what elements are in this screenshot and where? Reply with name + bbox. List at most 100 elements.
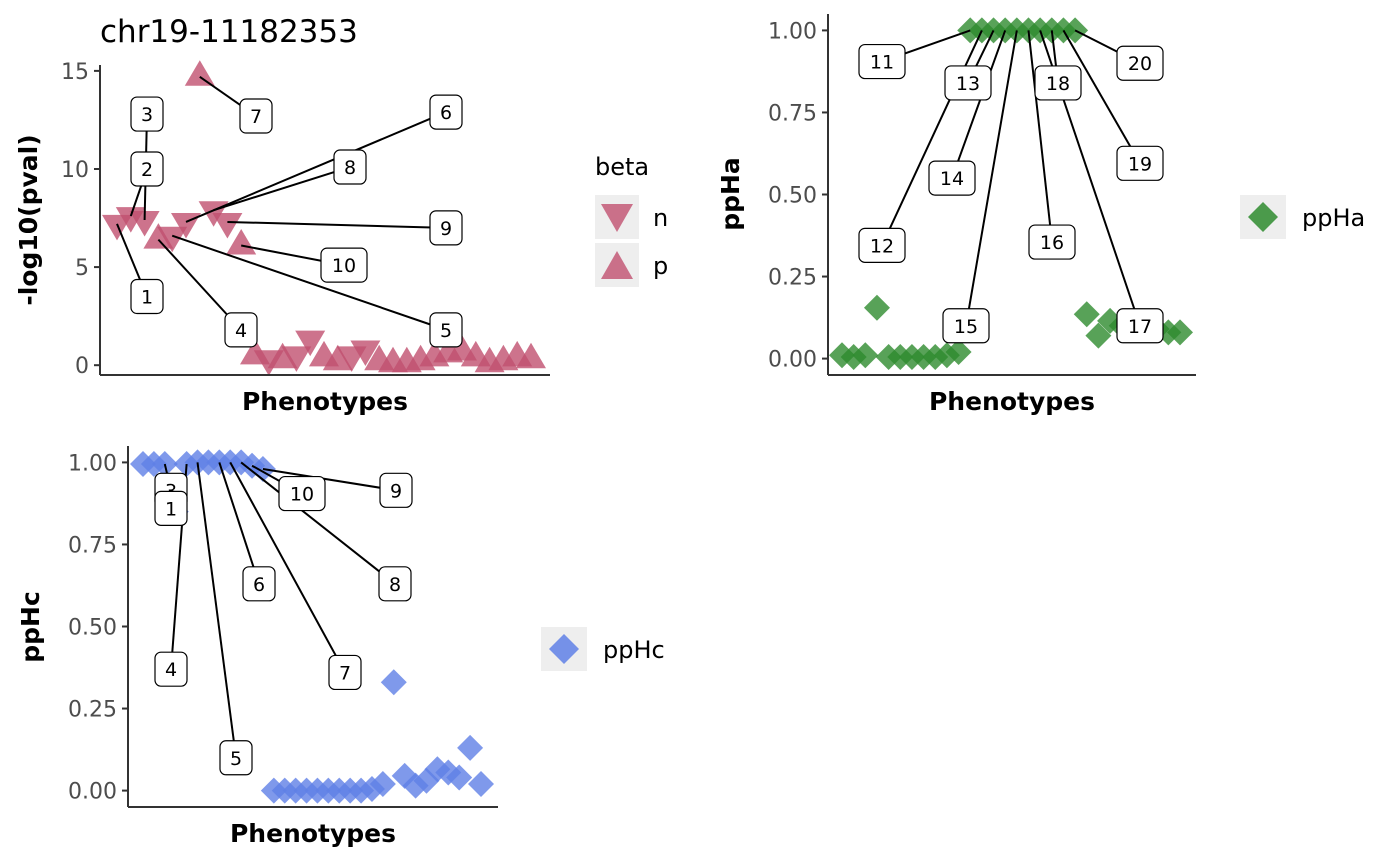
ppHa-label-text: 18 — [1046, 73, 1070, 95]
ppHc-legend: ppHc — [541, 627, 665, 671]
ppHc-label-connector — [262, 467, 397, 492]
pval-label-text: 8 — [344, 157, 356, 179]
ppHc-label-text: 7 — [339, 662, 351, 684]
legend-triangle-down-icon — [601, 204, 633, 232]
ppHa-label-text: 11 — [870, 52, 894, 74]
ppHa-label-text: 15 — [954, 316, 978, 338]
ppHa-data-point — [1073, 301, 1100, 328]
ppHa-label-text: 19 — [1128, 153, 1152, 175]
ppHc-y-tick-label: 0.50 — [68, 616, 117, 641]
ppHa-point-label: 14 — [928, 160, 976, 196]
pval-data-point — [157, 226, 188, 253]
ppHa-label-box — [1116, 45, 1164, 81]
ppHa-label-connector — [951, 30, 1007, 179]
pval-label-text: 1 — [141, 287, 153, 309]
ppHc-label-connector — [196, 462, 237, 758]
legend-label-ppHc: ppHc — [603, 636, 665, 664]
pval-data-point — [322, 344, 353, 371]
ppHa-label-box — [928, 160, 976, 196]
ppHa-label-box — [1034, 65, 1082, 101]
ppHc-data-point — [380, 669, 407, 696]
ppHa-y-tick-label: 0.50 — [768, 184, 817, 209]
ppHc-y-tick-label: 0.25 — [68, 698, 117, 723]
pval-label-box — [224, 312, 258, 348]
pval-label-text: 5 — [440, 320, 452, 342]
ppHc-y-tick-label: 1.00 — [68, 451, 117, 476]
pval-data-point — [143, 223, 174, 249]
ppHa-label-connector — [965, 30, 1018, 326]
pval-label-text: 2 — [141, 159, 153, 181]
ppHc-label-connector — [229, 461, 346, 673]
ppHc-label-box — [379, 472, 413, 508]
pval-legend-title: beta — [595, 153, 649, 181]
ppHa-y-axis: 0.00 0.25 0.50 0.75 1.00 — [768, 14, 829, 375]
ppHc-data-point — [446, 764, 473, 791]
pval-data-point — [184, 60, 215, 86]
pval-data-point — [350, 340, 381, 366]
ppHc-labels: 3145678109 — [154, 461, 413, 776]
ppHa-label-box — [1116, 145, 1164, 181]
ppHa-label-box — [944, 65, 992, 101]
ppHa-point-label: 12 — [858, 227, 906, 263]
pval-y-tick-label: 10 — [61, 158, 89, 183]
pval-label-text: 3 — [141, 104, 153, 126]
pval-label-box — [429, 210, 463, 246]
pval-y-axis: 0 5 10 15 — [61, 60, 101, 379]
ppHa-point-label: 16 — [1028, 224, 1076, 260]
pval-label-connector — [171, 234, 447, 331]
ppHc-point-label: 10 — [278, 475, 326, 512]
ppHa-data-point — [863, 294, 890, 321]
pval-data-point — [281, 346, 312, 372]
ppHa-point-label: 11 — [858, 43, 906, 80]
pval-marks — [102, 60, 546, 376]
ppHa-point-label: 17 — [1116, 308, 1164, 344]
ppHa-point-label: 13 — [944, 65, 992, 101]
ppHc-data-point — [369, 771, 396, 798]
ppHc-point-label: 8 — [378, 566, 412, 602]
pval-point-label: 9 — [429, 210, 463, 246]
pval-labels: 1 2 3 4 5 6 7 8 9 10 — [116, 75, 463, 348]
pval-y-tick-label: 0 — [75, 354, 89, 379]
pval-data-point — [129, 211, 160, 237]
ppHa-data-point — [945, 339, 972, 366]
ppHc-label-connector — [240, 461, 396, 585]
ppHa-point-label: 18 — [1034, 65, 1082, 101]
ppHa-x-axis-title: Phenotypes — [929, 387, 1095, 416]
legend-diamond-icon — [1248, 202, 1278, 232]
ppHc-label-box — [278, 475, 326, 512]
pval-label-box — [130, 151, 164, 187]
ppHc-y-axis: 0.00 0.25 0.50 0.75 1.00 — [68, 446, 129, 807]
pval-label-text: 4 — [235, 320, 247, 342]
pval-point-label: 8 — [333, 149, 367, 185]
ppHc-point-label: 6 — [242, 566, 276, 602]
ppHa-y-tick-label: 0.75 — [768, 101, 817, 126]
ppHa-point-label: 20 — [1116, 45, 1164, 81]
ppHc-panel: 3145678109 0.000.250.500.751.00 Phenotyp… — [16, 446, 665, 848]
pval-x-axis-title: Phenotypes — [242, 387, 408, 416]
ppHc-point-label: 5 — [219, 740, 253, 776]
pval-label-box — [429, 94, 463, 130]
pval-point-label: 4 — [224, 312, 258, 348]
pval-y-tick-label: 5 — [75, 256, 89, 281]
ppHc-point-label: 7 — [328, 654, 362, 691]
ppHa-label-text: 14 — [940, 168, 964, 190]
ppHc-point-label: 1 — [154, 490, 188, 526]
ppHa-label-connector — [1062, 29, 1141, 164]
ppHc-data-point — [457, 734, 484, 761]
ppHa-label-box — [942, 308, 990, 344]
legend-label-p: p — [653, 252, 668, 280]
pval-legend: beta n p — [595, 153, 668, 287]
ppHc-label-text: 6 — [253, 574, 265, 596]
pval-label-box — [320, 247, 368, 283]
ppHc-y-tick-label: 0.00 — [68, 780, 117, 805]
pval-data-point — [267, 342, 298, 369]
ppHa-data-point — [852, 342, 879, 369]
pval-y-tick-label: 15 — [61, 60, 89, 85]
ppHc-point-label: 9 — [379, 472, 413, 508]
ppHa-y-tick-label: 0.25 — [768, 266, 817, 291]
ppHc-label-text: 10 — [290, 484, 314, 506]
pval-label-box — [429, 312, 463, 348]
pval-data-point — [516, 342, 546, 369]
legend-label-ppHa: ppHa — [1302, 204, 1365, 232]
ppHa-label-connector — [1027, 30, 1053, 243]
